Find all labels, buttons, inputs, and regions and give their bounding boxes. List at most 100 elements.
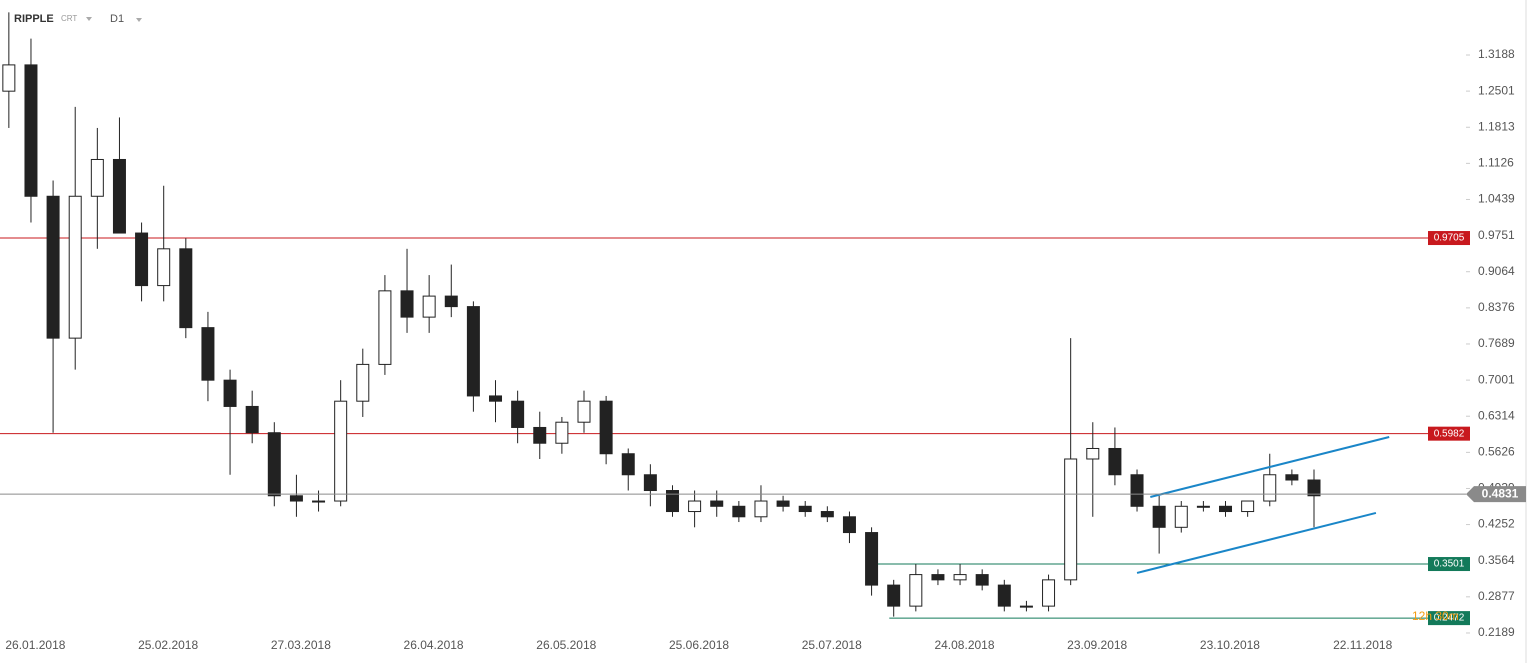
level-label: 0.3501 [1434, 559, 1465, 570]
candle-body [931, 574, 945, 581]
candle-body [1086, 447, 1100, 460]
candle-body [1152, 505, 1166, 528]
candle-body [820, 511, 834, 518]
candle-body [334, 400, 348, 502]
x-tick-label: 23.10.2018 [1200, 638, 1260, 652]
candle-body [975, 574, 989, 586]
x-tick-label: 26.04.2018 [404, 638, 464, 652]
y-tick-label: 0.7689 [1478, 336, 1515, 350]
y-tick-label: 0.5626 [1478, 445, 1515, 459]
y-tick-label: 0.2189 [1478, 625, 1515, 639]
candle-body [842, 516, 856, 534]
y-tick-label: 1.3188 [1478, 47, 1515, 61]
candle-body [710, 500, 724, 507]
trendline [1136, 511, 1377, 574]
candle-body [466, 306, 480, 397]
candle-body [201, 327, 215, 381]
candle-body [489, 395, 503, 402]
candle-body [1219, 505, 1233, 513]
candle-body [599, 400, 613, 455]
current-price-tag [1466, 486, 1526, 503]
y-tick-label: 0.2877 [1478, 589, 1515, 603]
level-tag [1428, 557, 1470, 572]
level-label: 0.9705 [1434, 233, 1465, 244]
candle-body [223, 379, 237, 407]
candle-body [577, 400, 591, 423]
x-tick-label: 25.02.2018 [138, 638, 198, 652]
candle-body [865, 532, 879, 586]
candle-body [665, 490, 679, 513]
candle-body [157, 248, 171, 287]
candle-body [1019, 605, 1033, 608]
x-tick-label: 25.06.2018 [669, 638, 729, 652]
current-price-label: 0.4831 [1482, 486, 1519, 500]
x-tick-label: 24.08.2018 [934, 638, 994, 652]
candle-body [267, 432, 281, 497]
candle-body [400, 290, 414, 318]
candle-body [621, 453, 635, 476]
x-tick-label: 26.01.2018 [5, 638, 65, 652]
candle-body [112, 158, 126, 234]
y-tick-label: 0.7001 [1478, 372, 1515, 386]
candle-body [2, 64, 16, 92]
candle-body [444, 295, 458, 308]
candle-body [909, 574, 923, 607]
candle-body [997, 584, 1011, 607]
level-label: 0.5982 [1434, 428, 1465, 439]
candle-body [378, 290, 392, 365]
candle-body [422, 295, 436, 318]
candle-body [356, 363, 370, 402]
candle-body [533, 426, 547, 444]
candle-body [1108, 447, 1122, 476]
candle-body [887, 584, 901, 607]
candle-body [24, 64, 38, 197]
level-label: 0.2472 [1434, 613, 1465, 624]
y-tick-label: 0.4252 [1478, 517, 1515, 531]
candle-body [1307, 479, 1321, 497]
trendline [1150, 436, 1390, 498]
candle-body [798, 505, 812, 513]
y-tick-label: 1.1813 [1478, 119, 1515, 133]
candle-body [688, 500, 702, 513]
x-tick-label: 25.07.2018 [802, 638, 862, 652]
candle-body [135, 232, 149, 287]
y-tick-label: 1.2501 [1478, 83, 1515, 97]
level-tag [1428, 426, 1470, 441]
candle-body [1174, 505, 1188, 528]
candle-body [555, 421, 569, 444]
level-tag [1428, 611, 1470, 626]
candle-body [1196, 505, 1210, 508]
candle-body [46, 195, 60, 339]
candle-body [754, 500, 768, 518]
candle-body [1241, 500, 1255, 513]
candle-body [312, 500, 326, 503]
dropdown-arrow[interactable] [86, 17, 92, 21]
candle-body [90, 158, 104, 197]
x-tick-label: 23.09.2018 [1067, 638, 1127, 652]
candle-body [511, 400, 525, 428]
candle-body [953, 574, 967, 581]
y-tick-label: 0.3564 [1478, 553, 1515, 567]
countdown: 12h 30m [1412, 609, 1459, 623]
timeframe[interactable]: D1 [110, 13, 124, 25]
dropdown-arrow[interactable] [136, 18, 142, 22]
instrument-type[interactable]: CRT [61, 14, 77, 23]
candle-body [68, 195, 82, 339]
candle-body [1064, 458, 1078, 581]
level-tag [1428, 231, 1470, 246]
candle-body [179, 248, 193, 329]
y-tick-label: 0.9064 [1478, 264, 1515, 278]
x-tick-label: 22.11.2018 [1333, 638, 1392, 652]
y-tick-label: 0.8376 [1478, 300, 1515, 314]
symbol[interactable]: RIPPLE [14, 13, 54, 25]
candle-body [1130, 474, 1144, 507]
candle-body [1263, 474, 1277, 502]
y-tick-label: 1.0439 [1478, 192, 1515, 206]
y-tick-label: 1.1126 [1478, 156, 1514, 170]
x-tick-label: 26.05.2018 [536, 638, 596, 652]
candle-body [643, 474, 657, 492]
candle-body [732, 505, 746, 518]
y-tick-label: 0.6314 [1478, 408, 1515, 422]
